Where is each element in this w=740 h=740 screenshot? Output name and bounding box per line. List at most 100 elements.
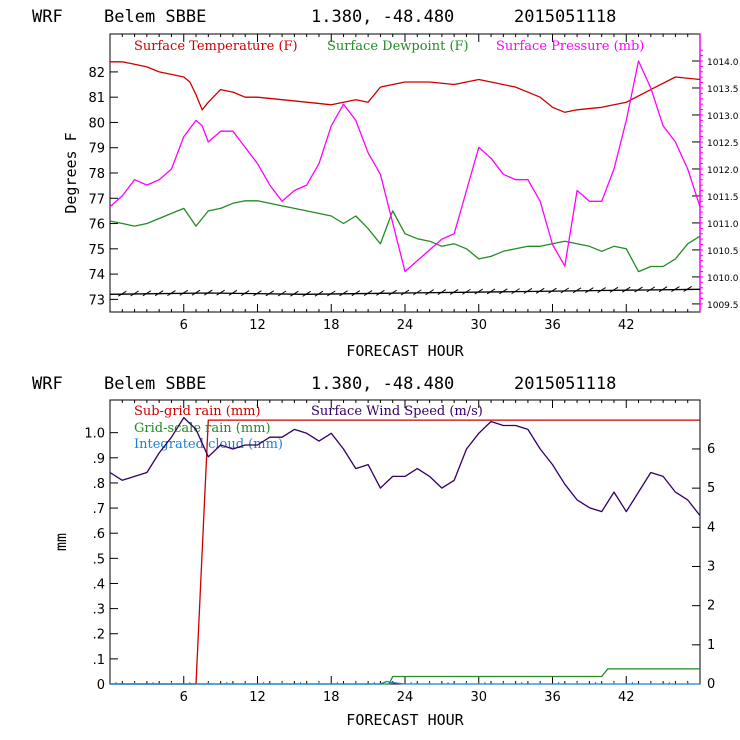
series-line-1 [110, 61, 701, 113]
wind-barb [658, 286, 668, 293]
wind-barb [474, 288, 484, 295]
y2-tick-label: 1012.0 [707, 166, 739, 176]
wind-barb [437, 289, 447, 295]
x-tick-label: 30 [470, 690, 487, 705]
x-tick-label: 42 [618, 318, 635, 333]
legend-entry-3: Integrated cloud (mm) [134, 437, 283, 452]
y-tick-label: .2 [93, 628, 105, 643]
wind-barb [118, 290, 127, 297]
wind-barb [363, 290, 373, 296]
wind-barb [339, 290, 348, 297]
wind-barb [277, 290, 287, 297]
series-line-3 [110, 680, 700, 685]
y-axis-label: Degrees F [62, 132, 80, 213]
y2-tick-label: 1013.5 [707, 85, 739, 95]
legend-entry-2: Surface Dewpoint (F) [327, 39, 469, 54]
wind-barb [634, 286, 643, 293]
y-tick-label: .6 [93, 527, 105, 542]
y2-tick-label: 5 [707, 481, 715, 496]
x-axis-label: FORECAST HOUR [346, 342, 464, 360]
chart-header: WRF Belem SBBE 1.380, -48.480 2015051118 [32, 374, 616, 394]
y-tick-label: .4 [93, 577, 105, 592]
y2-tick-label: 3 [707, 559, 715, 574]
header-coords: 1.380, -48.480 [311, 7, 454, 27]
y2-tick-label: 1014.0 [707, 58, 739, 68]
legend-entry-2: Grid-scale rain (mm) [134, 421, 271, 436]
y2-tick-label: 1011.5 [707, 193, 739, 203]
wind-barb [486, 288, 496, 295]
x-tick-label: 30 [470, 318, 487, 333]
wind-barb [462, 288, 471, 295]
series-line-1 [110, 419, 700, 685]
wind-barb [154, 290, 164, 297]
header-model: WRF [32, 374, 63, 394]
wind-barb [499, 288, 508, 295]
y2-tick-label: 2 [707, 599, 715, 614]
wind-barb [167, 290, 176, 296]
x-tick-label: 6 [180, 318, 188, 333]
wind-barb [585, 287, 594, 294]
wind-barb [253, 290, 262, 297]
legend-entry-1: Sub-grid rain (mm) [134, 404, 261, 419]
header-station: Belem SBBE [104, 7, 206, 27]
y2-tick-label: 1010.5 [707, 247, 739, 257]
y-tick-label: .3 [93, 603, 105, 618]
wind-barb [130, 290, 139, 297]
wind-barb [683, 285, 692, 292]
wind-barb [290, 290, 299, 297]
wind-barb [388, 289, 397, 296]
wind-barb [314, 290, 324, 297]
chart-panel-1: WRF Belem SBBE 1.380, -48.480 2015051118 6 12… [32, 7, 739, 360]
wind-barb [191, 289, 201, 296]
series-line-3 [109, 60, 701, 273]
wind-barb [376, 289, 385, 296]
header-coords: 1.380, -48.480 [311, 374, 454, 394]
x-tick-label: 18 [323, 318, 340, 333]
y2-tick-label: 1013.0 [707, 112, 739, 122]
x-tick-label: 24 [397, 690, 414, 705]
wind-barb [240, 290, 250, 296]
y-tick-label: 73 [88, 293, 105, 308]
legend-entry-3: Surface Pressure (mb) [496, 39, 644, 54]
y2-tick-label: 4 [707, 520, 715, 535]
x-tick-label: 18 [323, 690, 340, 705]
wind-barb [511, 288, 520, 295]
wind-barb [265, 290, 275, 297]
wind-barb [400, 289, 410, 296]
y-tick-label: 77 [88, 192, 105, 207]
x-minor-ticks [121, 34, 689, 312]
wind-barb [560, 287, 570, 294]
x-tick-label: 36 [544, 690, 561, 705]
y-tick-label: .7 [93, 502, 105, 517]
wind-barb [179, 289, 189, 296]
legend-entry-4: Surface Wind Speed (m/s) [311, 404, 483, 419]
y-axis-label: mm [52, 533, 70, 551]
y-tick-label: .5 [93, 552, 105, 567]
header-datetime: 2015051118 [514, 374, 616, 394]
series-line-2 [109, 200, 701, 273]
y-tick-label: .8 [93, 477, 105, 492]
wind-barb [351, 290, 361, 297]
y-tick-label: .9 [93, 452, 105, 467]
wind-barb [449, 288, 459, 295]
y-tick-label: 1.0 [84, 427, 105, 442]
wind-barb [572, 287, 582, 294]
wind-barb [326, 290, 336, 297]
y2-tick-label: 0 [707, 677, 715, 692]
wind-barb [535, 287, 545, 294]
header-model: WRF [32, 7, 63, 27]
y-tick-label: 78 [88, 167, 105, 182]
y-tick-label: 75 [88, 243, 105, 258]
x-tick-label: 36 [544, 318, 561, 333]
y2-tick-label: 1010.0 [707, 274, 739, 284]
wind-barb [425, 289, 434, 296]
wind-barb [204, 289, 213, 296]
y-tick-label: 76 [88, 218, 105, 233]
x-axis-label: FORECAST HOUR [346, 711, 464, 729]
wind-barb [621, 286, 631, 293]
x-tick-label: 42 [618, 690, 635, 705]
series-line-4 [109, 416, 701, 517]
wind-barb [216, 289, 225, 296]
